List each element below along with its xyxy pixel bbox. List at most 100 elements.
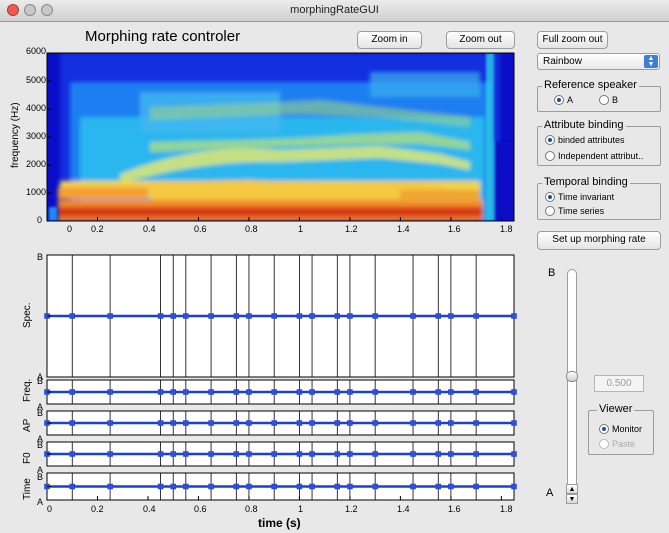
morph-rate-point[interactable] [473,389,479,395]
morph-rate-point[interactable] [183,451,189,457]
morph-rate-point[interactable] [473,313,479,319]
reference-a-radio[interactable]: A [554,95,573,106]
morph-rate-point[interactable] [233,451,240,457]
morph-rate-point[interactable] [309,389,315,395]
zoom-in-button[interactable]: Zoom in [357,31,422,49]
morph-rate-point[interactable] [309,313,315,319]
morph-rate-point[interactable] [473,420,479,426]
morph-rate-point[interactable] [271,389,277,395]
morph-rate-point[interactable] [511,420,517,426]
morph-rate-point[interactable] [233,389,240,395]
morph-rate-point[interactable] [170,483,176,490]
morph-rate-point[interactable] [309,420,315,426]
slider-up-arrow-icon[interactable]: ▲ [566,484,578,494]
morph-rate-point[interactable] [157,483,164,490]
morph-rate-point[interactable] [69,389,75,395]
morph-rate-point[interactable] [347,389,353,395]
morph-rate-point[interactable] [157,420,164,426]
time-invariant-radio[interactable]: Time invariant [545,192,614,203]
minimize-window-button[interactable] [24,4,36,16]
morph-rate-point[interactable] [208,483,214,490]
morph-rate-point[interactable] [69,313,75,319]
morph-rate-point[interactable] [473,451,479,457]
morph-rate-point[interactable] [107,389,113,395]
morph-rate-point[interactable] [410,483,416,490]
morph-rate-point[interactable] [157,313,164,319]
morph-rate-point[interactable] [170,389,176,395]
morph-rate-point[interactable] [435,483,442,490]
morph-rate-point[interactable] [372,313,378,319]
morph-rate-point[interactable] [435,451,442,457]
morph-rate-point[interactable] [410,389,416,395]
morph-rate-point[interactable] [511,313,517,319]
morph-rate-point[interactable] [372,420,378,426]
morph-rate-point[interactable] [347,451,353,457]
morph-rate-point[interactable] [170,451,176,457]
slider-down-arrow-icon[interactable]: ▼ [566,494,578,504]
colormap-select[interactable]: Rainbow ▲ ▼ [537,53,660,70]
morph-rate-point[interactable] [511,483,517,490]
morph-rate-point[interactable] [157,451,164,457]
rate-panel-freq[interactable] [44,379,517,405]
morph-rate-point[interactable] [410,420,416,426]
rate-panel-spec[interactable] [44,254,517,378]
morph-rate-point[interactable] [347,420,353,426]
morph-rate-point[interactable] [107,451,113,457]
morph-rate-point[interactable] [296,483,303,490]
morph-rate-point[interactable] [309,483,315,490]
reference-b-radio[interactable]: B [599,95,618,106]
full-zoom-out-button[interactable]: Full zoom out [537,31,608,49]
morph-rate-point[interactable] [296,389,303,395]
morph-rate-point[interactable] [372,389,378,395]
morph-rate-point[interactable] [233,313,240,319]
morph-rate-point[interactable] [246,420,252,426]
spectrogram-image[interactable] [47,53,514,221]
morph-rate-point[interactable] [183,313,189,319]
morph-rate-point[interactable] [233,420,240,426]
morph-rate-point[interactable] [435,313,442,319]
morph-rate-point[interactable] [271,313,277,319]
morph-rate-point[interactable] [208,451,214,457]
morph-rate-point[interactable] [511,451,517,457]
rate-panel-time[interactable] [44,472,517,501]
morph-rate-point[interactable] [246,313,252,319]
morph-rate-point[interactable] [334,451,341,457]
morph-rate-point[interactable] [448,451,454,457]
zoom-window-button[interactable] [41,4,53,16]
morph-rate-point[interactable] [347,313,353,319]
morph-rate-point[interactable] [271,451,277,457]
morph-rate-point[interactable] [170,420,176,426]
monitor-radio[interactable]: Monitor [599,424,642,435]
independent-attributes-radio[interactable]: Independent attribut.. [545,151,643,162]
setup-morphing-rate-button[interactable]: Set up morphing rate [537,231,661,250]
morph-rate-point[interactable] [107,420,113,426]
morph-rate-value-field[interactable]: 0.500 [594,375,644,392]
morph-rate-point[interactable] [208,313,214,319]
morph-rate-slider[interactable] [567,269,577,504]
morph-rate-point[interactable] [372,451,378,457]
morph-rate-point[interactable] [69,483,75,490]
morph-rate-point[interactable] [448,313,454,319]
morph-rate-point[interactable] [334,483,341,490]
morph-rate-slider-thumb[interactable] [566,371,578,382]
morph-rate-point[interactable] [435,420,442,426]
morph-rate-point[interactable] [271,483,277,490]
morph-rate-point[interactable] [69,420,75,426]
morph-rate-point[interactable] [435,389,442,395]
morph-rate-point[interactable] [246,451,252,457]
morph-rate-point[interactable] [183,483,189,490]
morph-rate-point[interactable] [233,483,240,490]
morph-rate-point[interactable] [334,420,341,426]
morph-rate-point[interactable] [473,483,479,490]
binded-attributes-radio[interactable]: binded attributes [545,135,625,146]
morph-rate-point[interactable] [448,483,454,490]
morph-rate-point[interactable] [410,313,416,319]
close-window-button[interactable] [7,4,19,16]
morph-rate-point[interactable] [208,420,214,426]
morph-rate-point[interactable] [296,420,303,426]
morph-rate-point[interactable] [511,389,517,395]
morph-rate-point[interactable] [334,389,341,395]
morph-rate-point[interactable] [183,389,189,395]
morph-rate-point[interactable] [246,389,252,395]
zoom-out-button[interactable]: Zoom out [446,31,515,49]
